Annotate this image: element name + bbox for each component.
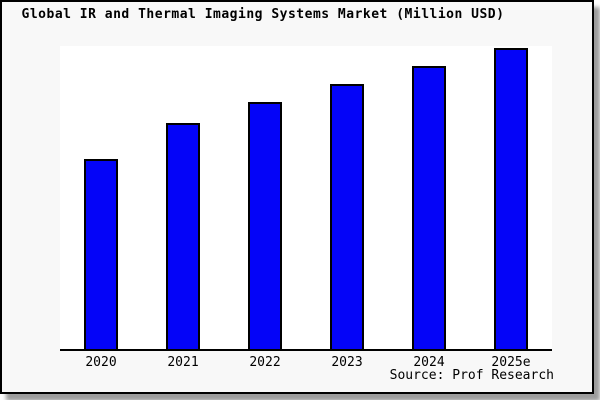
x-tick-label-2021: 2021 bbox=[167, 355, 199, 370]
source-note: Source: Prof Research bbox=[389, 368, 554, 383]
bar-2023 bbox=[330, 84, 364, 349]
x-tick-label-2022: 2022 bbox=[249, 355, 281, 370]
plot-area bbox=[60, 46, 552, 351]
bar-slot-2022 bbox=[224, 46, 306, 349]
bar-2021 bbox=[166, 123, 200, 349]
bar-slot-2023 bbox=[306, 46, 388, 349]
bar-2024 bbox=[412, 66, 446, 349]
bar-slot-2021 bbox=[142, 46, 224, 349]
x-tick-label-2023: 2023 bbox=[331, 355, 363, 370]
x-tick-label-2025e: 2025e bbox=[491, 355, 531, 370]
bar-2025e bbox=[494, 48, 528, 349]
chart-title: Global IR and Thermal Imaging Systems Ma… bbox=[21, 7, 505, 22]
x-tick-label-2024: 2024 bbox=[413, 355, 445, 370]
bar-2022 bbox=[248, 102, 282, 349]
x-axis: 2020 2021 2022 2023 2024 2025e bbox=[60, 355, 552, 370]
x-tick-label-2020: 2020 bbox=[85, 355, 117, 370]
bar-slot-2024 bbox=[388, 46, 470, 349]
bar-slot-2025e bbox=[470, 46, 552, 349]
bar-2020 bbox=[84, 159, 118, 349]
chart-card: Global IR and Thermal Imaging Systems Ma… bbox=[0, 0, 594, 394]
bar-slot-2020 bbox=[60, 46, 142, 349]
